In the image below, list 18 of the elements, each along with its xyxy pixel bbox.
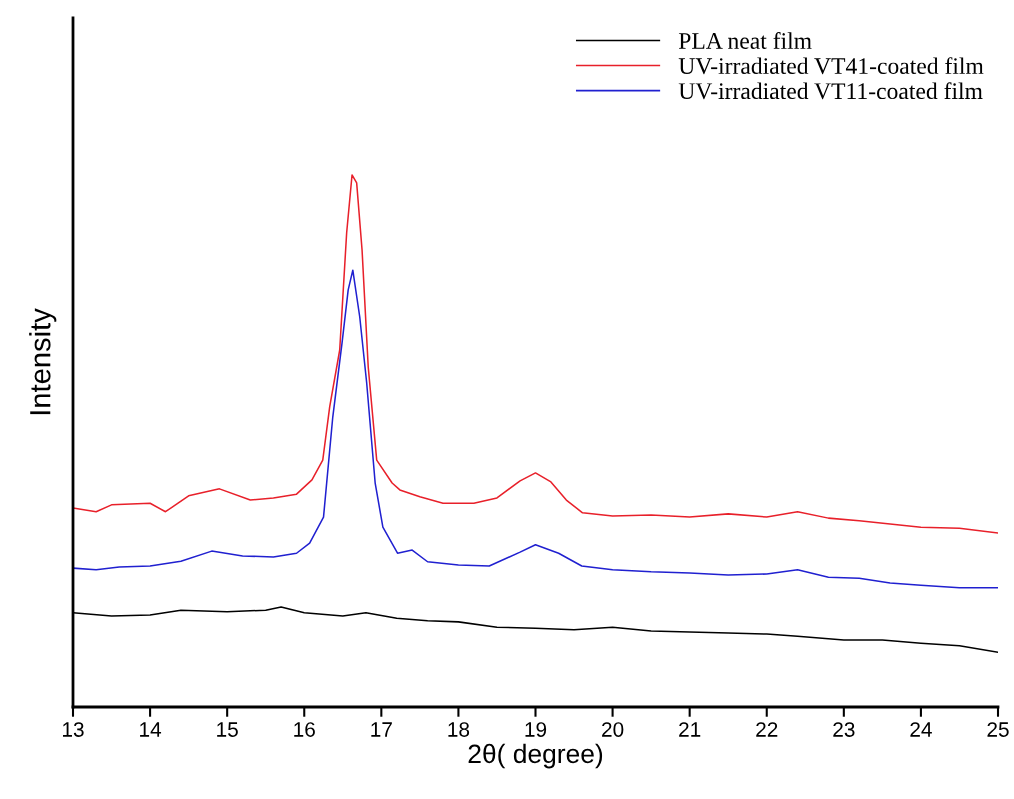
x-tick-label: 22 bbox=[756, 722, 778, 737]
legend-label: UV-irradiated VT11-coated film bbox=[678, 82, 983, 100]
x-tick-label: 23 bbox=[833, 722, 855, 737]
x-tick-label: 17 bbox=[371, 722, 392, 737]
x-axis-title: 2θ( degree) bbox=[468, 743, 603, 769]
x-tick-label: 24 bbox=[910, 722, 932, 737]
x-tick-label: 21 bbox=[679, 722, 701, 737]
legend-label: UV-irradiated VT41-coated film bbox=[678, 57, 984, 75]
y-axis-title: Intensity bbox=[29, 308, 57, 415]
x-tick-label: 16 bbox=[294, 722, 315, 737]
x-tick-label: 14 bbox=[140, 722, 162, 737]
x-tick-label: 13 bbox=[63, 722, 84, 737]
x-tick-label: 15 bbox=[217, 722, 238, 737]
x-tick-label: 25 bbox=[987, 722, 1009, 737]
x-tick-label: 19 bbox=[525, 722, 547, 737]
x-tick-label: 18 bbox=[448, 722, 470, 737]
legend-label: PLA neat film bbox=[678, 32, 812, 49]
x-tick-label: 20 bbox=[602, 722, 624, 737]
